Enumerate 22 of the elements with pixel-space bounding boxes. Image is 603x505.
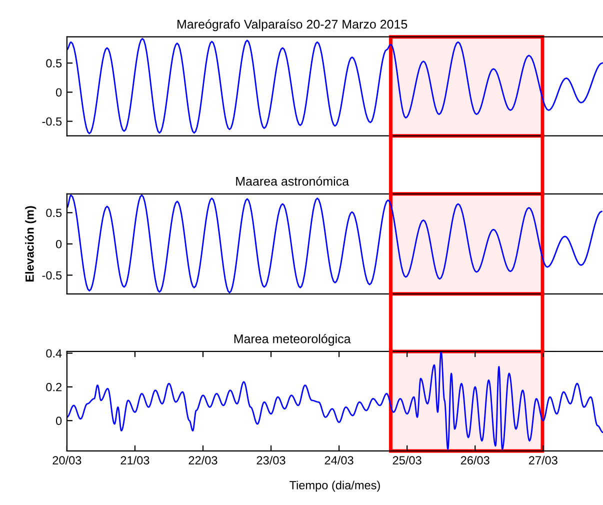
x-tick-label: 24/03 <box>324 456 354 464</box>
chart-title: Mareógrafo Valparaíso 20-27 Marzo 2015 <box>178 19 408 32</box>
y-tick-label: 0 <box>56 88 62 97</box>
x-tick-label: 21/03 <box>120 456 150 464</box>
x-tick-label: 20/03 <box>52 456 82 464</box>
chart-title: Maarea astronómica <box>236 176 350 186</box>
chart-title: Marea meteorológica <box>234 334 351 346</box>
x-tick-label: 26/03 <box>460 456 490 464</box>
y-tick-label: -0.5 <box>42 117 62 126</box>
y-tick-label: 0 <box>56 416 62 426</box>
y-tick-label: 0.5 <box>46 59 62 68</box>
y-tick-label: 0 <box>56 240 62 248</box>
x-axis-title: Tiempo (dia/mes) <box>290 480 380 492</box>
x-tick-label: 25/03 <box>392 456 422 464</box>
x-tick-label: 22/03 <box>188 456 218 464</box>
x-tick-label: 23/03 <box>256 456 286 464</box>
y-tick-label: 0.5 <box>46 208 62 218</box>
y-axis-title: Elevación (m) <box>25 206 36 282</box>
y-tick-label: 0.4 <box>46 349 62 358</box>
y-tick-label: -0.5 <box>42 271 62 280</box>
x-tick-label: 27/03 <box>528 456 558 464</box>
y-tick-label: 0.2 <box>46 382 62 392</box>
